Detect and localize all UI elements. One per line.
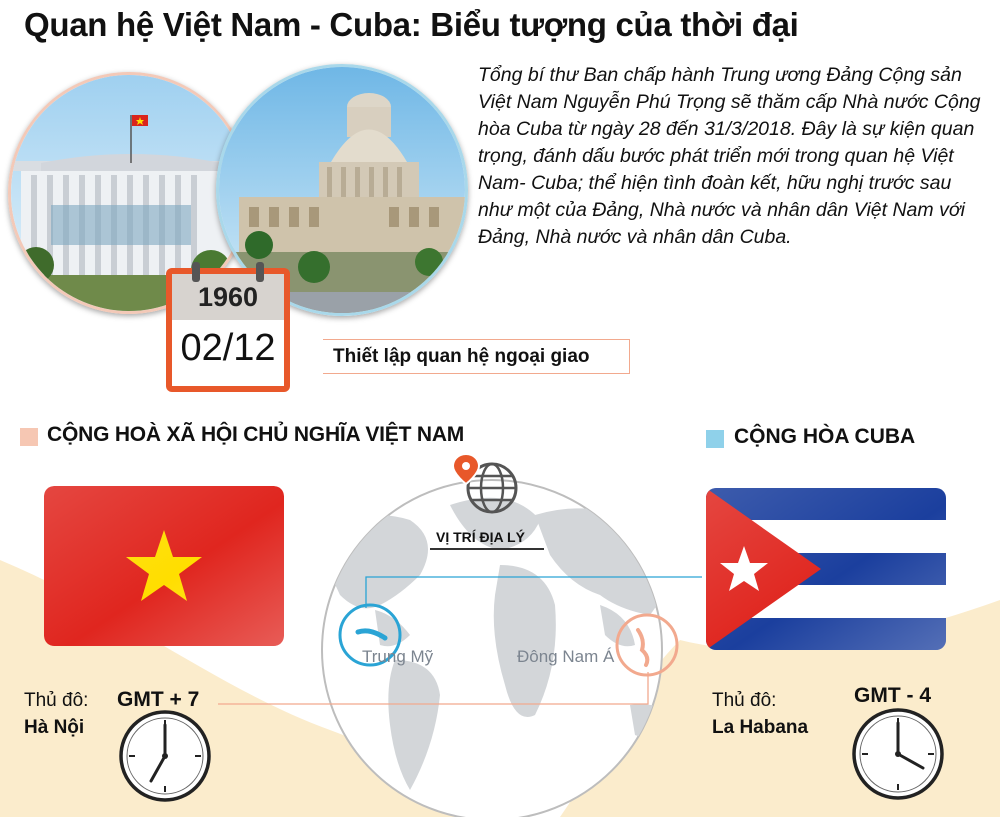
vietnam-flag [44,486,284,646]
calendar-icon [166,262,290,392]
region-central-america: Trung Mỹ [362,647,434,666]
map-pin-globe-icon [452,452,518,514]
cuba-capital-label: Thủ đô: [712,690,777,711]
map-label: VỊ TRÍ ĐỊA LÝ [436,529,525,545]
event-label-box [323,339,630,374]
cuba-clock-icon [852,708,944,800]
vietnam-clock-icon [119,710,211,802]
cuba-flag [706,488,946,650]
vietnam-name: CỘNG HOÀ XÃ HỘI CHỦ NGHĨA VIỆT NAM [47,423,465,446]
vietnam-capital-label: Thủ đô: [24,690,89,711]
cuba-name: CỘNG HÒA CUBA [734,425,916,448]
vietnam-capital: Hà Nội [24,717,85,738]
event-label: Thiết lập quan hệ ngoại giao [333,346,590,367]
vietnam-gmt: GMT + 7 [117,688,200,711]
region-southeast-asia: Đông Nam Á [517,647,615,666]
vietnam-marker [20,428,38,446]
intro-paragraph: Tổng bí thư Ban chấp hành Trung ương Đản… [478,64,981,248]
havana-capitol-photo [216,64,468,316]
cuba-capital: La Habana [712,717,809,738]
page-title: Quan hệ Việt Nam - Cuba: Biểu tượng của … [24,6,799,43]
calendar-year: 1960 [197,282,259,312]
cuba-marker [706,430,724,448]
calendar-date: 02/12 [180,327,276,369]
cuba-gmt: GMT - 4 [854,684,931,707]
map-label-underline [430,548,544,550]
world-map-globe [321,479,679,817]
